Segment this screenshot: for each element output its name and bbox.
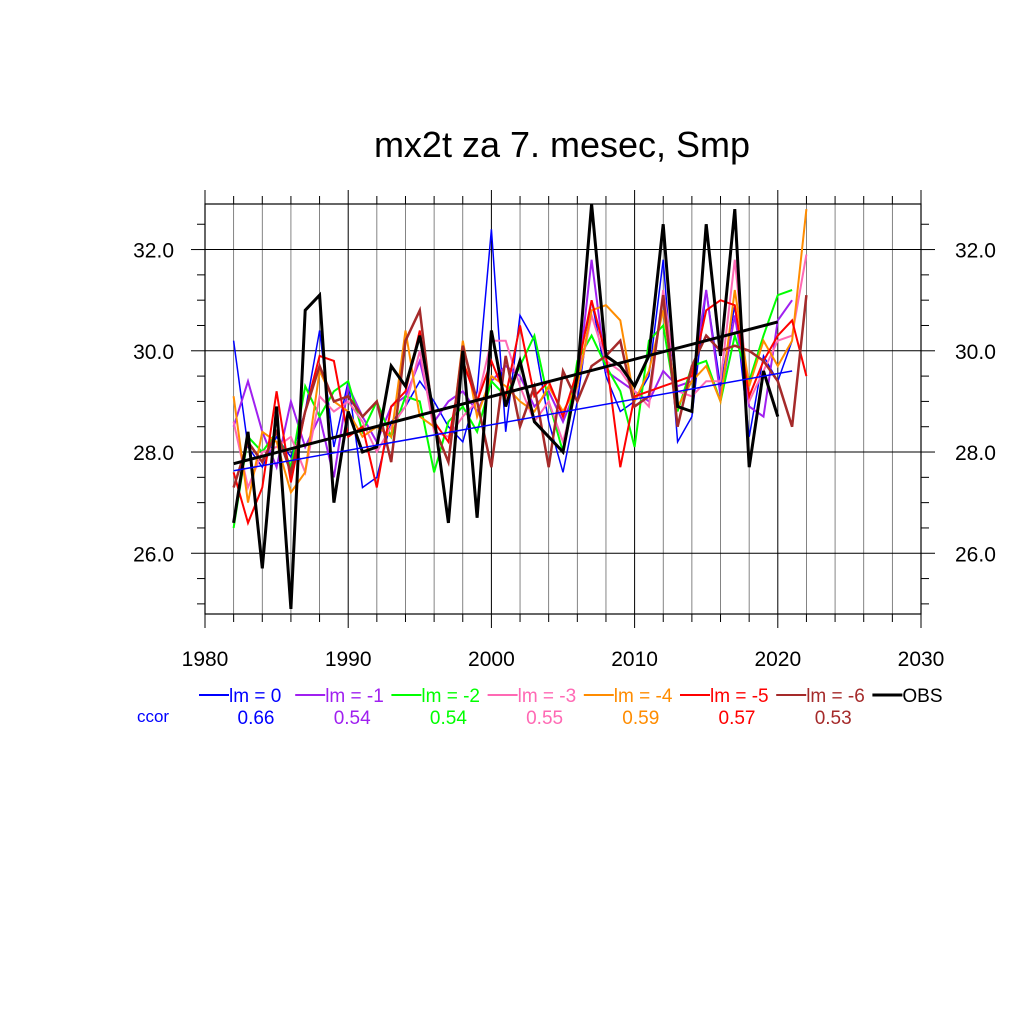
x-tick-label: 2030 bbox=[898, 648, 945, 671]
legend-label-lm3: lm = -3 bbox=[518, 686, 577, 707]
y-tick-label-left: 30.0 bbox=[133, 341, 174, 364]
series-line-lm3 bbox=[232, 254, 808, 491]
axis-labels: 1980 1990 2000 2010 2020 2030 26.0 26.0 28.0 28.0… bbox=[133, 240, 996, 671]
ccor-value-lm4: 0.59 bbox=[622, 708, 659, 729]
ccor-value-lm5: 0.57 bbox=[719, 708, 756, 729]
legend-label-obs: OBS bbox=[902, 686, 942, 707]
tick-layer bbox=[191, 190, 935, 628]
x-tick-label: 2000 bbox=[468, 648, 515, 671]
y-tick-label-left: 26.0 bbox=[133, 543, 174, 566]
x-tick-label: 1980 bbox=[182, 648, 229, 671]
plot-frame bbox=[204, 203, 922, 615]
y-tick-label-right: 28.0 bbox=[955, 442, 996, 465]
plot-border bbox=[204, 203, 922, 615]
legend-label-lm1: lm = -1 bbox=[325, 686, 384, 707]
ccor-value-lm1: 0.54 bbox=[334, 708, 371, 729]
legend-label-lm2: lm = -2 bbox=[421, 686, 480, 707]
y-tick-label-right: 32.0 bbox=[955, 240, 996, 263]
x-tick-label: 2010 bbox=[611, 648, 658, 671]
ccor-value-lm0: 0.66 bbox=[238, 708, 275, 729]
series-line-lm5 bbox=[232, 299, 808, 526]
ccor-value-lm3: 0.55 bbox=[526, 708, 563, 729]
trend-line-lm0 bbox=[233, 370, 793, 472]
trend-line-obs bbox=[233, 320, 779, 466]
y-tick-label-left: 32.0 bbox=[133, 240, 174, 263]
legend-label-lm6: lm = -6 bbox=[806, 686, 865, 707]
ccor-value-lm2: 0.54 bbox=[430, 708, 467, 729]
series-layer bbox=[232, 203, 808, 610]
ccor-value-lm6: 0.53 bbox=[815, 708, 852, 729]
chart-title: mx2t za 7. mesec, Smp bbox=[374, 124, 750, 165]
series-line-obs bbox=[232, 203, 780, 610]
y-tick-label-left: 28.0 bbox=[133, 442, 174, 465]
trend-layer bbox=[233, 320, 793, 472]
y-tick-label-right: 30.0 bbox=[955, 341, 996, 364]
legend-label-lm4: lm = -4 bbox=[614, 686, 673, 707]
x-tick-label: 1990 bbox=[325, 648, 372, 671]
y-tick-label-right: 26.0 bbox=[955, 543, 996, 566]
legend-label-lm5: lm = -5 bbox=[710, 686, 769, 707]
ccor-label: ccor bbox=[137, 707, 169, 726]
legend-label-lm0: lm = 0 bbox=[229, 686, 281, 707]
grid-layer bbox=[205, 204, 921, 614]
x-tick-label: 2020 bbox=[754, 648, 801, 671]
